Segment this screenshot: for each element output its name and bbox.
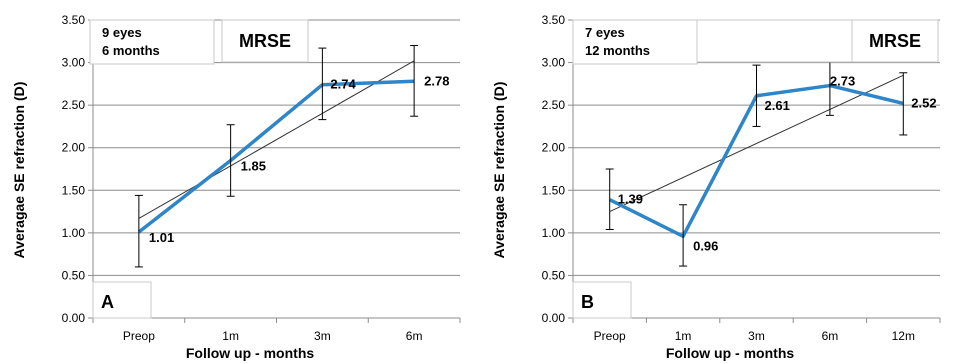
y-tick-label: 3.00 [62, 56, 86, 70]
data-label: 1.85 [241, 158, 266, 173]
data-label: 2.74 [330, 77, 356, 92]
y-tick-label: 0.50 [62, 268, 86, 282]
x-tick-label: 1m [675, 329, 692, 343]
x-tick-label: 3m [748, 329, 765, 343]
x-axis-label: Follow up - months [666, 345, 795, 361]
data-label: 0.96 [693, 238, 718, 253]
x-tick-label: 6m [406, 329, 423, 343]
x-axis-label: Follow up - months [186, 345, 315, 361]
panel-label-box [92, 281, 152, 319]
data-label: 2.61 [765, 98, 790, 113]
x-tick-label: 1m [222, 329, 239, 343]
y-tick-label: 1.00 [542, 226, 566, 240]
y-tick-label: 1.50 [62, 183, 86, 197]
panel-label-box [572, 281, 632, 319]
data-label: 2.52 [911, 95, 936, 110]
info-box-line: 9 eyes [102, 25, 142, 40]
series-line [137, 79, 415, 234]
x-tick-label: 3m [314, 329, 331, 343]
y-axis-label: Averagae SE refraction (D) [11, 82, 27, 259]
x-tick-label: 12m [892, 329, 915, 343]
info-box-line: 6 months [102, 43, 160, 58]
x-tick-label: Preop [123, 329, 155, 343]
y-tick-label: 1.00 [62, 226, 86, 240]
chart-title: MRSE [239, 31, 291, 51]
info-box-line: 12 months [585, 43, 650, 58]
panel-label: B [581, 292, 594, 312]
data-label: 1.01 [149, 230, 174, 245]
chart-panel-a: 0.00 0.50 1.00 1.50 2.00 2.50 3.00 3.50 Preop 1m 3… [11, 13, 461, 361]
data-label: 1.39 [618, 192, 643, 207]
x-tick-label: 6m [822, 329, 839, 343]
data-label: 2.78 [424, 73, 449, 88]
y-tick-label: 2.00 [542, 141, 566, 155]
y-tick-label: 3.50 [542, 13, 566, 27]
chart-title: MRSE [869, 31, 921, 51]
y-tick-label: 0.50 [542, 268, 566, 282]
y-tick-label: 2.50 [542, 98, 566, 112]
y-axis-label: Averagae SE refraction (D) [491, 82, 507, 259]
y-tick-label: 2.00 [62, 141, 86, 155]
data-label: 2.73 [830, 74, 855, 89]
y-tick-label: 1.50 [542, 183, 566, 197]
y-tick-label: 0.00 [542, 311, 566, 325]
x-tick-label: Preop [594, 329, 626, 343]
trendline [609, 74, 904, 213]
panel-label: A [101, 292, 114, 312]
y-tick-label: 2.50 [62, 98, 86, 112]
title-box-spacer [696, 19, 853, 63]
title-box [221, 19, 309, 63]
y-tick-label: 3.00 [542, 56, 566, 70]
info-box [89, 19, 215, 65]
info-box-line: 7 eyes [585, 25, 625, 40]
y-tick-label: 0.00 [62, 311, 86, 325]
chart-panel-b: 0.00 0.50 1.00 1.50 2.00 2.50 3.00 3.50 Preop 1m 3… [491, 13, 941, 361]
trendline [138, 60, 415, 219]
title-box [851, 19, 939, 63]
y-tick-label: 3.50 [62, 13, 86, 27]
